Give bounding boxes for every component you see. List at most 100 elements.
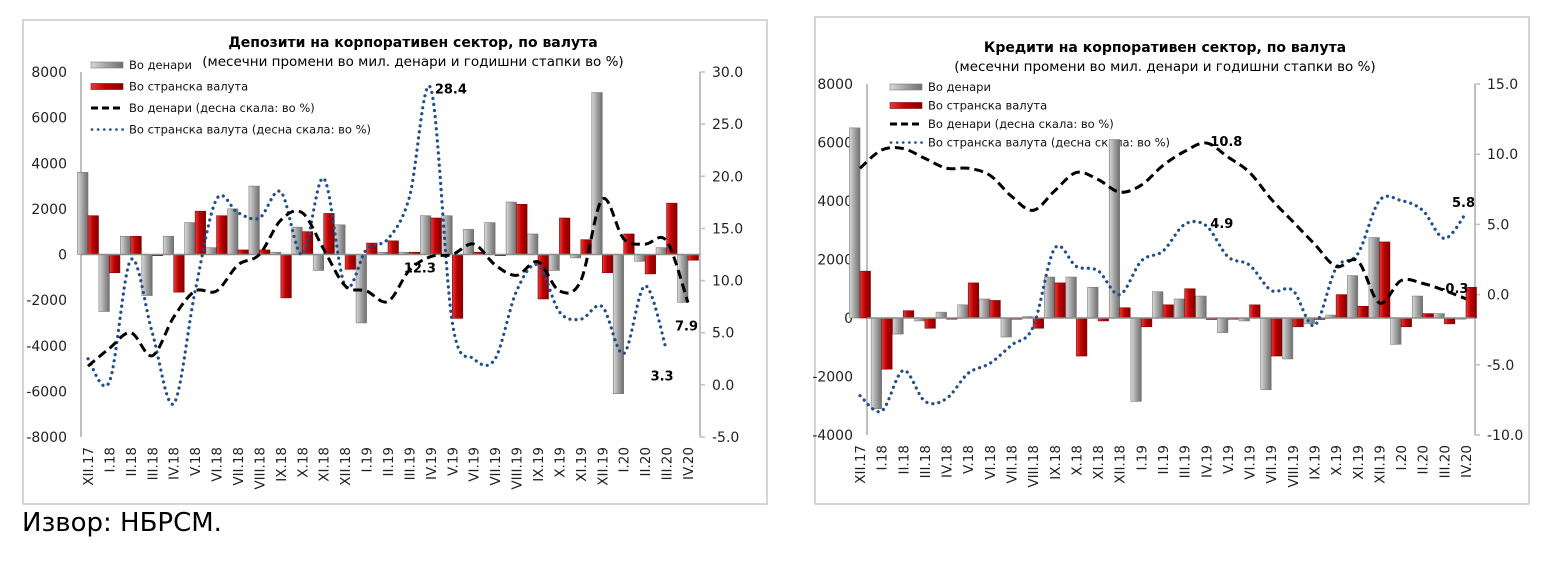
right-tick-label: -5.0 (712, 430, 739, 446)
bar-foreign (1335, 294, 1347, 319)
x-axis: XII.17 I.18 II.18 III.18 IV.18 V.18 VI.18 VII.1… (81, 447, 697, 490)
left-tick-label: 0 (58, 248, 67, 264)
bar-foreign (1249, 304, 1261, 319)
bar-foreign (1119, 307, 1131, 319)
x-tick-label: X.19 (1329, 445, 1345, 476)
x-axis: XII.17 I.18 II.18 III.18 IV.18 V.18 VI.18 VII.1… (853, 445, 1475, 488)
bar-foreign (1141, 317, 1153, 328)
bar-foreign (881, 317, 893, 370)
chart-subtitle: (месечни промени во мил. денари и годишн… (202, 54, 623, 70)
legend-label: Во странска валута (десна скала: во %) (928, 136, 1170, 150)
bar-foreign (173, 254, 185, 293)
bar-denari (141, 254, 153, 296)
bar-denari (849, 127, 861, 319)
x-tick-label: II.19 (1156, 445, 1172, 474)
legend-swatch-red (90, 83, 124, 90)
bar-foreign (1270, 317, 1283, 357)
bar-denari (935, 311, 947, 319)
bar-denari (1411, 295, 1424, 319)
right-tick-label: -5.0 (1487, 358, 1514, 374)
x-tick-label: IV.18 (940, 445, 956, 478)
data-label: 28.4 (435, 83, 467, 98)
x-tick-label: VI.18 (210, 447, 226, 482)
x-tick-label: VII.18 (231, 447, 247, 486)
x-tick-label: X.18 (1069, 445, 1085, 476)
left-tick-label: 2000 (817, 253, 853, 269)
bar-denari (1000, 317, 1012, 338)
x-tick-label: VI.18 (983, 445, 999, 480)
data-label: 3.3 (651, 369, 674, 384)
x-tick-label: VIII.19 (1286, 445, 1302, 488)
x-tick-label: VIII.19 (510, 447, 526, 490)
lines (858, 141, 1468, 414)
x-tick-label: V.18 (961, 445, 977, 474)
data-label: 10.8 (1210, 135, 1242, 150)
source-note: Извор: НБРСМ. (22, 508, 222, 538)
bar-foreign (344, 254, 356, 270)
bar-denari (1217, 317, 1229, 333)
left-tick-label: 6000 (31, 111, 67, 127)
bar-foreign (902, 310, 915, 319)
right-tick-label: 20.0 (712, 169, 743, 185)
x-tick-label: III.18 (918, 445, 934, 478)
x-tick-label: IV.19 (424, 447, 440, 480)
line-foreign-growth (858, 194, 1468, 414)
data-labels: 12.3 28.4 7.9 3.3 (404, 83, 698, 385)
bar-denari (505, 201, 517, 255)
right-tick-label: 5.0 (1487, 217, 1509, 233)
bar-denari (1130, 317, 1142, 402)
loans-chart: Кредити на корпоративен сектор, по валут… (812, 16, 1530, 505)
bar-denari (1152, 291, 1164, 319)
bar-foreign (516, 204, 528, 255)
bar-denari (634, 254, 646, 262)
x-tick-label: VI.19 (467, 447, 483, 482)
bar-foreign (1444, 317, 1456, 325)
bar-denari (1043, 276, 1056, 319)
x-tick-label: XII.17 (853, 445, 869, 484)
bar-foreign (130, 235, 142, 255)
bar-denari (1346, 275, 1359, 319)
bar-denari (892, 317, 904, 335)
bar-denari (1260, 317, 1272, 390)
bar-foreign (1357, 305, 1369, 319)
x-tick-label: VII.19 (488, 447, 504, 486)
x-tick-label: I.19 (1134, 445, 1150, 470)
deposits-chart: Депозити на корпоративен сектор, по валу… (22, 19, 768, 505)
x-tick-label: XI.19 (1351, 445, 1367, 480)
x-tick-label: II.20 (638, 447, 654, 476)
left-tick-label: -4000 (812, 428, 853, 444)
right-tick-label: 0.0 (1487, 288, 1509, 304)
x-tick-label: IX.19 (531, 447, 547, 482)
bar-foreign (1292, 317, 1304, 328)
right-axis: 30.0 25.0 20.0 15.0 10.0 5.0 0.0 -5.0 (699, 65, 743, 446)
bar-denari (98, 254, 110, 312)
x-tick-label: III.19 (402, 447, 418, 480)
lines (86, 84, 690, 406)
bar-denari (612, 254, 625, 394)
left-tick-label: 8000 (31, 65, 67, 81)
bar-foreign (687, 254, 699, 261)
line-denari-growth (858, 141, 1467, 305)
bar-foreign (194, 210, 206, 255)
bar-foreign (451, 254, 464, 319)
bar-foreign (430, 217, 442, 255)
bar-denari (162, 235, 175, 255)
x-tick-label: I.18 (875, 445, 891, 470)
bar-denari (420, 215, 432, 255)
x-tick-label: X.18 (295, 447, 311, 478)
legend-label: Во странска валута (928, 99, 1047, 113)
bar-foreign (216, 215, 228, 255)
x-tick-label: V.18 (188, 447, 204, 476)
bar-denari (1173, 298, 1185, 319)
data-label: 5.8 (1452, 196, 1475, 211)
right-tick-label: 30.0 (712, 65, 743, 81)
data-label: 12.3 (404, 262, 436, 277)
left-tick-label: 4000 (817, 194, 853, 210)
bar-denari (1368, 237, 1380, 319)
bar-denari (527, 233, 539, 255)
x-tick-label: I.20 (1394, 445, 1410, 470)
x-tick-label: XI.18 (1091, 445, 1107, 480)
bar-denari (1282, 317, 1294, 360)
x-tick-label: III.19 (1178, 445, 1194, 478)
bar-foreign (1184, 288, 1196, 319)
